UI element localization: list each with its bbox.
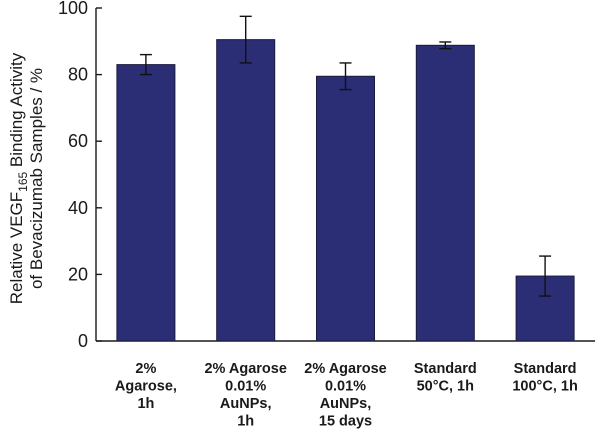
bar <box>216 39 276 342</box>
x-category-label-line: 1h <box>237 414 254 430</box>
y-axis-title-line2: of Bevacizumab Samples / % <box>27 68 46 289</box>
x-category-label-line: 15 days <box>319 414 372 430</box>
error-bar <box>339 62 352 91</box>
y-tick-label: 0 <box>78 331 88 351</box>
x-category-label-line: 2% <box>135 361 156 377</box>
x-category-label: 2% Agarose 0.01% AuNPs, 15 days <box>304 361 386 430</box>
bar <box>316 75 375 342</box>
x-category-label-line: AuNPs, <box>320 396 372 412</box>
x-category-label-line: 100°C, 1h <box>512 379 577 395</box>
x-category-label-line: 0.01% <box>325 379 366 395</box>
y-tick-labels: 0 20 40 60 80 100 <box>58 0 88 351</box>
x-category-label: 2% Agarose, 1h <box>115 361 177 412</box>
x-category-label-line: Standard <box>514 361 577 377</box>
y-axis-title-main: Relative VEGF <box>7 192 26 304</box>
x-category-label-line: Agarose, <box>115 379 177 395</box>
error-bar <box>139 53 152 76</box>
error-bar <box>539 255 552 297</box>
y-axis-title: Relative VEGF165 Binding Activity of Beva… <box>7 52 46 304</box>
x-category-label-line: 0.01% <box>225 379 266 395</box>
x-category-label-line: 2% Agarose <box>304 361 386 377</box>
bar <box>415 44 475 342</box>
y-axis-title-subscript: 165 <box>16 171 30 191</box>
y-tick-label: 60 <box>68 131 88 151</box>
x-category-labels: 2% Agarose, 1h2% Agarose 0.01% AuNPs, 1h2% Ag… <box>115 361 578 430</box>
bar <box>116 64 176 342</box>
error-bar <box>439 41 452 50</box>
x-category-label-line: Standard <box>414 361 477 377</box>
bars <box>116 39 575 342</box>
x-category-label: Standard 100°C, 1h <box>512 361 577 395</box>
x-category-label-line: 50°C, 1h <box>417 379 474 395</box>
y-axis-title-line1: Relative VEGF165 Binding Activity <box>7 52 30 304</box>
x-category-label-line: AuNPs, <box>220 396 272 412</box>
error-bar <box>239 15 252 64</box>
y-axis-title-rest: Binding Activity <box>7 52 26 172</box>
x-category-label-line: 1h <box>137 396 154 412</box>
y-tick-label: 20 <box>68 264 88 284</box>
y-tick-label: 80 <box>68 65 88 85</box>
y-tick-label: 100 <box>58 0 88 18</box>
x-category-label: 2% Agarose 0.01% AuNPs, 1h <box>204 361 286 430</box>
error-bars <box>139 15 552 297</box>
x-category-label-line: 2% Agarose <box>204 361 286 377</box>
x-category-label: Standard 50°C, 1h <box>414 361 477 395</box>
y-tick-label: 40 <box>68 198 88 218</box>
